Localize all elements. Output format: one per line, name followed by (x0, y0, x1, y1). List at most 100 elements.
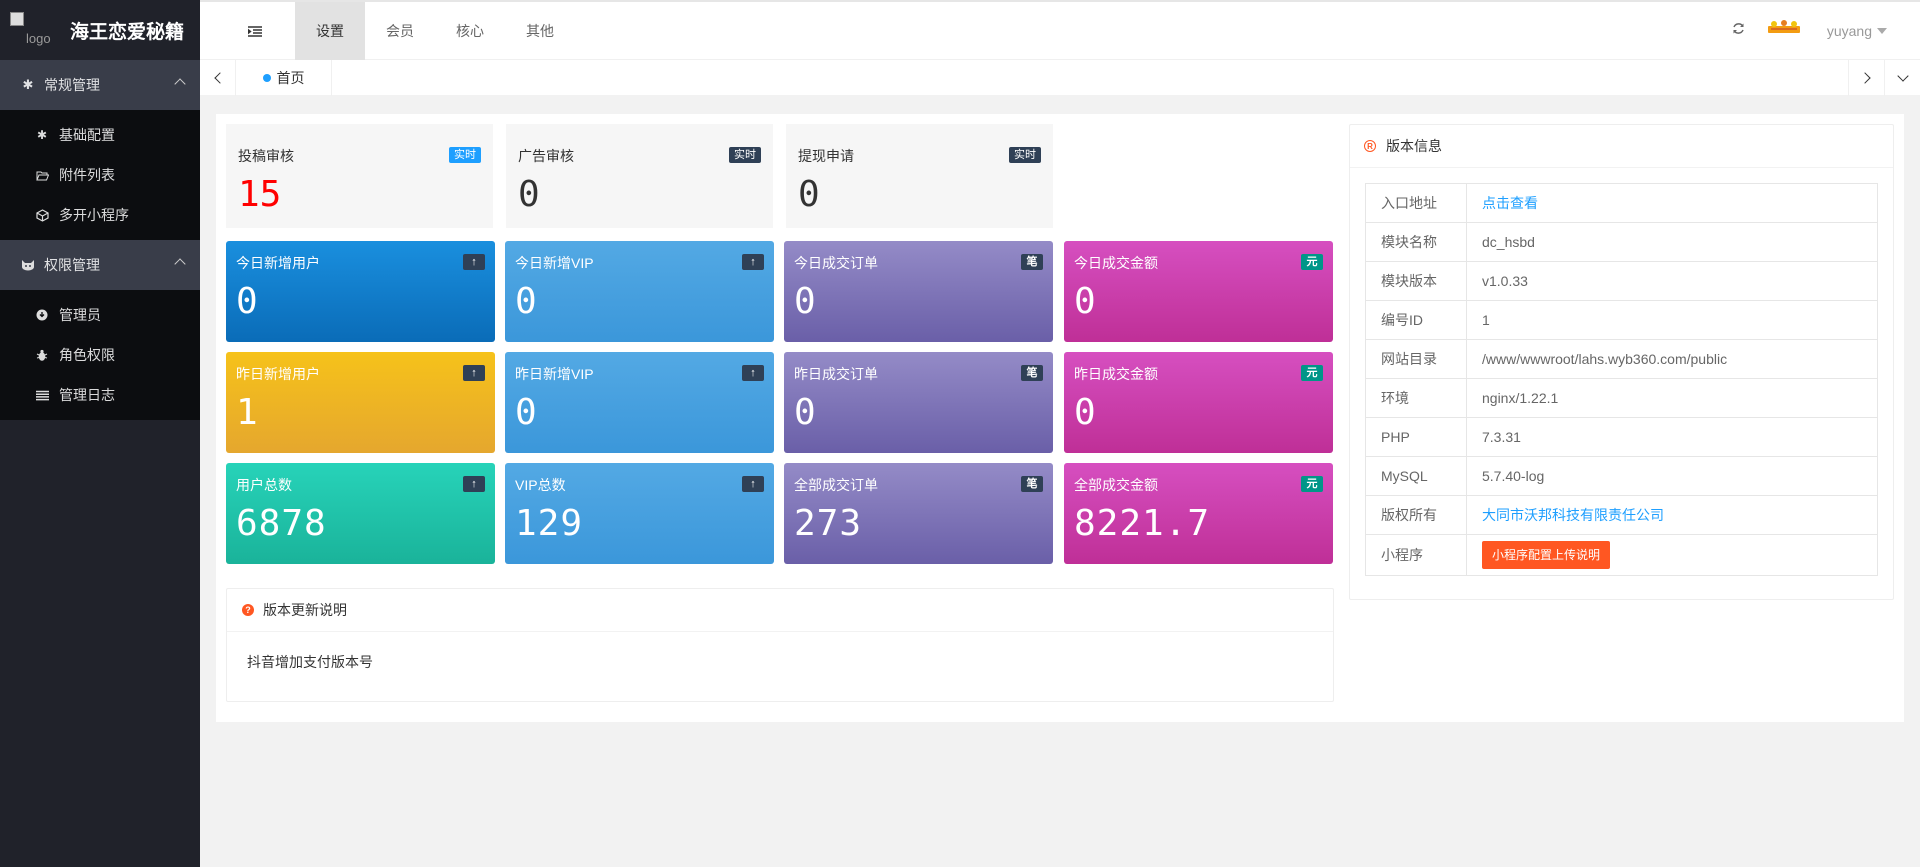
tabs-scroll-right-button[interactable] (1848, 60, 1884, 96)
arrow-up-icon: ↑ (463, 476, 485, 492)
page-tab-home[interactable]: 首页 (236, 60, 332, 96)
unit-badge: 元 (1301, 254, 1323, 270)
arrow-up-icon: ↑ (463, 254, 485, 270)
stat-value: 0 (798, 174, 820, 215)
sidebar-item-multi-miniapp[interactable]: 多开小程序 (0, 195, 200, 235)
card-total-users[interactable]: 用户总数 ↑ 6878 (226, 463, 495, 564)
tabs-dropdown-button[interactable] (1884, 60, 1920, 96)
question-circle-icon: ? (242, 604, 254, 616)
card-today-new-vip[interactable]: 今日新增VIP ↑ 0 (505, 241, 774, 342)
row-value: nginx/1.22.1 (1466, 378, 1878, 418)
row-key: 网站目录 (1365, 339, 1467, 379)
sidebar-submenu-general: ✱ 基础配置 附件列表 多开小程序 (0, 110, 200, 240)
sidebar-item-label: 多开小程序 (59, 207, 129, 223)
card-label: 昨日新增用户 (236, 366, 320, 382)
stat-submission-review[interactable]: 投稿审核 实时 15 (226, 124, 493, 228)
table-row: 入口地址 点击查看 (1365, 183, 1878, 223)
stat-withdraw-requests[interactable]: 提现申请 实时 0 (786, 124, 1053, 228)
card-total-orders[interactable]: 全部成交订单 笔 273 (784, 463, 1053, 564)
indent-icon (248, 25, 262, 37)
realtime-badge: 实时 (449, 147, 481, 163)
row-key: 模块名称 (1365, 222, 1467, 262)
stat-ad-review[interactable]: 广告审核 实时 0 (506, 124, 773, 228)
row-value: 7.3.31 (1466, 417, 1878, 457)
card-label: 昨日成交订单 (794, 366, 878, 382)
card-value: 129 (515, 503, 584, 544)
gear-icon: ✱ (22, 77, 34, 92)
username: yuyang (1826, 23, 1872, 39)
tab-core[interactable]: 核心 (456, 23, 484, 39)
row-value: 1 (1466, 300, 1878, 340)
unit-badge: 笔 (1021, 365, 1043, 381)
sidebar-group-permissions[interactable]: 权限管理 (0, 240, 200, 290)
menu-collapse-button[interactable] (240, 2, 270, 60)
sidebar-item-label: 管理员 (59, 307, 101, 323)
panel-title: 版本信息 (1386, 138, 1442, 154)
card-today-orders[interactable]: 今日成交订单 笔 0 (784, 241, 1053, 342)
entry-link[interactable]: 点击查看 (1482, 195, 1538, 211)
cat-icon (20, 259, 36, 271)
bug-icon (35, 349, 49, 362)
row-key: 版权所有 (1365, 495, 1467, 535)
stat-label: 广告审核 (518, 148, 574, 164)
row-value: dc_hsbd (1466, 222, 1878, 262)
card-yesterday-new-users[interactable]: 昨日新增用户 ↑ 1 (226, 352, 495, 453)
download-circle-icon (35, 309, 49, 321)
card-value: 0 (1074, 392, 1097, 433)
row-value: 大同市沃邦科技有限责任公司 (1466, 495, 1878, 535)
caret-down-icon (1877, 28, 1887, 34)
card-today-new-users[interactable]: 今日新增用户 ↑ 0 (226, 241, 495, 342)
table-row: 模块名称 dc_hsbd (1365, 222, 1878, 262)
tab-members[interactable]: 会员 (386, 23, 414, 39)
stat-label: 提现申请 (798, 148, 854, 164)
sidebar-item-attachments[interactable]: 附件列表 (0, 155, 200, 195)
sidebar-item-roles[interactable]: 角色权限 (0, 335, 200, 375)
top-header: 设置 会员 核心 其他 yuyang (200, 0, 1920, 60)
card-label: 今日新增用户 (236, 255, 320, 271)
table-row: MySQL 5.7.40-log (1365, 456, 1878, 496)
sidebar-item-logs[interactable]: 管理日志 (0, 375, 200, 415)
update-notes-panel: ? 版本更新说明 抖音增加支付版本号 (226, 588, 1334, 702)
tab-settings[interactable]: 设置 (295, 2, 365, 60)
version-info-panel: R 版本信息 入口地址 点击查看 模块名称 dc_hsbd 模块版本 v1.0.… (1349, 124, 1894, 600)
arrow-up-icon: ↑ (742, 254, 764, 270)
card-total-amount[interactable]: 全部成交金额 元 8221.7 (1064, 463, 1333, 564)
sidebar-group-general[interactable]: ✱ 常规管理 (0, 60, 200, 110)
card-today-amount[interactable]: 今日成交金额 元 0 (1064, 241, 1333, 342)
row-value: 点击查看 (1466, 183, 1878, 223)
arrow-up-icon: ↑ (742, 476, 764, 492)
card-label: 全部成交金额 (1074, 477, 1158, 493)
card-yesterday-amount[interactable]: 昨日成交金额 元 0 (1064, 352, 1333, 453)
sidebar-item-admins[interactable]: 管理员 (0, 295, 200, 335)
card-yesterday-orders[interactable]: 昨日成交订单 笔 0 (784, 352, 1053, 453)
refresh-icon[interactable] (1732, 22, 1745, 38)
miniapp-upload-guide-button[interactable]: 小程序配置上传说明 (1482, 541, 1611, 569)
unit-badge: 笔 (1021, 476, 1043, 492)
card-total-vip[interactable]: VIP总数 ↑ 129 (505, 463, 774, 564)
tab-other[interactable]: 其他 (526, 23, 554, 39)
card-label: 全部成交订单 (794, 477, 878, 493)
table-row: 模块版本 v1.0.33 (1365, 261, 1878, 301)
user-menu[interactable]: yuyang (1827, 23, 1887, 39)
avatar-badge-icon[interactable] (1766, 19, 1802, 35)
unit-badge: 元 (1301, 476, 1323, 492)
folder-open-icon (35, 170, 49, 181)
row-key: 编号ID (1365, 300, 1467, 340)
card-value: 0 (515, 281, 538, 322)
sidebar-submenu-permissions: 管理员 角色权限 管理日志 (0, 290, 200, 420)
arrow-up-icon: ↑ (742, 365, 764, 381)
sidebar-item-label: 基础配置 (59, 127, 115, 143)
sidebar-group-label: 权限管理 (44, 257, 100, 273)
top-nav-tabs: 设置 会员 核心 其他 (295, 2, 575, 60)
sidebar-item-basic-config[interactable]: ✱ 基础配置 (0, 115, 200, 155)
logo-image[interactable]: logo (10, 10, 60, 50)
row-key: 模块版本 (1365, 261, 1467, 301)
card-value: 1 (236, 392, 259, 433)
update-notes-content: 抖音增加支付版本号 (247, 654, 373, 670)
sidebar-item-label: 附件列表 (59, 167, 115, 183)
table-row: 版权所有 大同市沃邦科技有限责任公司 (1365, 495, 1878, 535)
copyright-link[interactable]: 大同市沃邦科技有限责任公司 (1482, 507, 1664, 523)
tabs-scroll-left-button[interactable] (200, 60, 236, 96)
list-icon (35, 390, 49, 401)
card-yesterday-new-vip[interactable]: 昨日新增VIP ↑ 0 (505, 352, 774, 453)
